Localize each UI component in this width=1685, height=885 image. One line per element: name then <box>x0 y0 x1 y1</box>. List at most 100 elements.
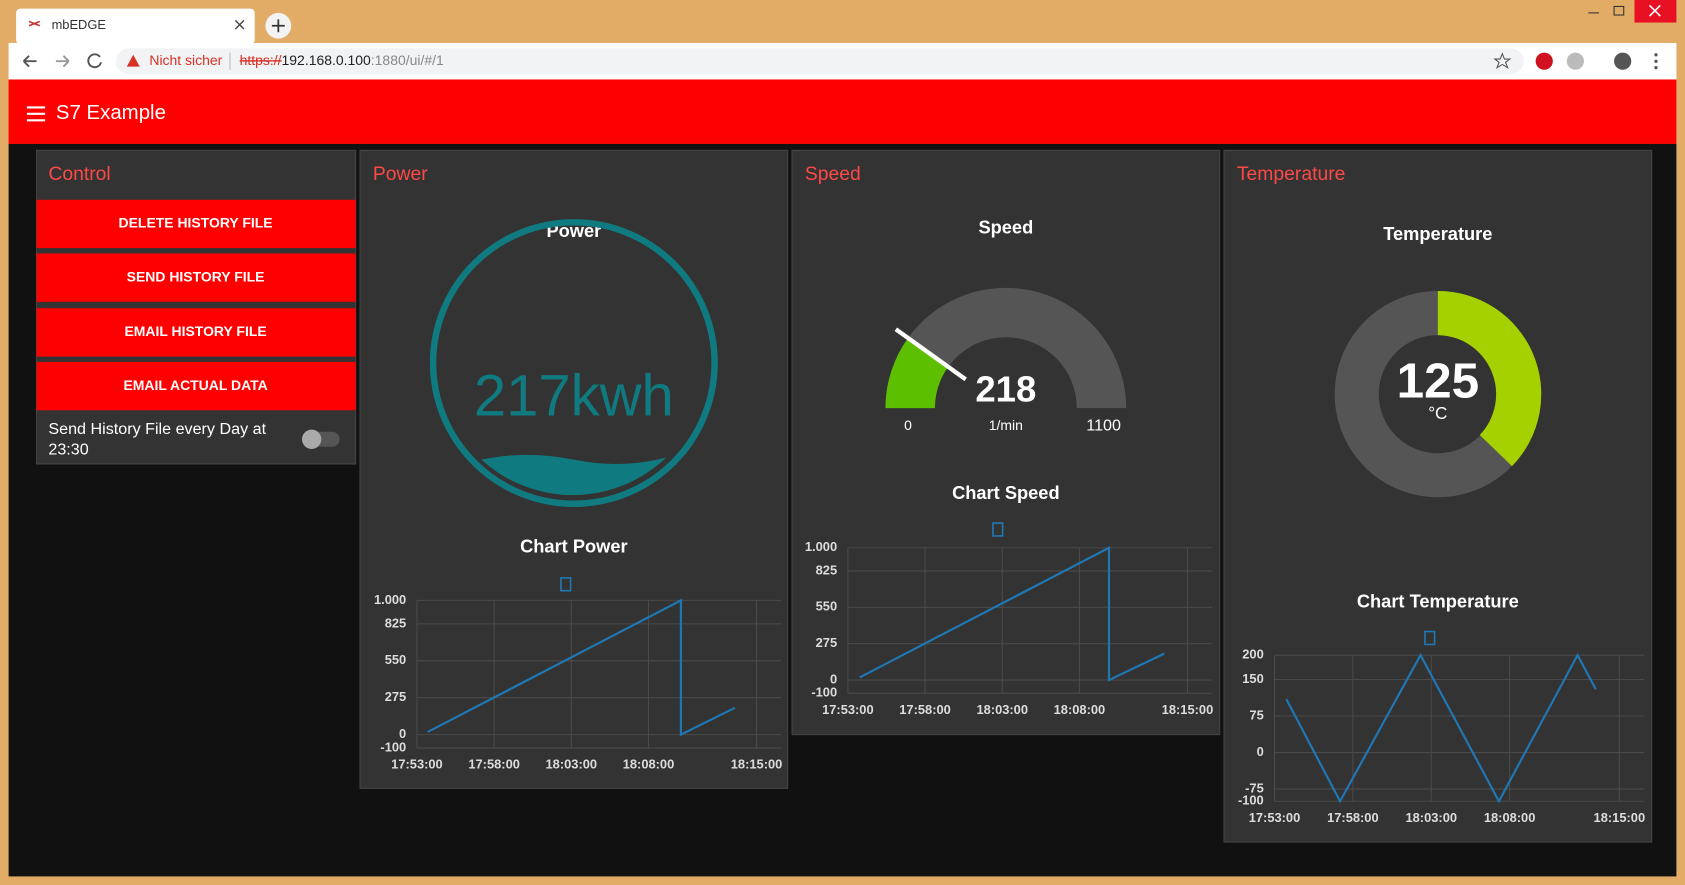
back-button[interactable] <box>22 55 37 68</box>
gauge-track <box>885 287 1127 409</box>
reload-button[interactable] <box>87 53 102 69</box>
legend-swatch[interactable] <box>1424 630 1436 646</box>
gauge-value: 125 <box>1397 354 1479 409</box>
address-bar[interactable] <box>116 48 1524 75</box>
y-tick-label: 550 <box>385 652 406 667</box>
x-tick-label: 17:53:00 <box>822 702 874 717</box>
x-tick-label: 18:08:00 <box>623 757 675 772</box>
x-tick-label: 18:15:00 <box>731 757 783 772</box>
hamburger-menu[interactable] <box>26 106 46 122</box>
button[interactable] <box>36 199 356 249</box>
x-tick-label: 18:08:00 <box>1054 702 1106 717</box>
extension-icon[interactable] <box>1566 52 1584 70</box>
gauge-min: 0 <box>904 417 912 433</box>
legend-swatch[interactable] <box>992 522 1004 537</box>
gauge-max: 1100 <box>1086 417 1121 435</box>
y-tick-label: 1.000 <box>805 539 837 554</box>
panel-title: Control <box>48 164 110 185</box>
button[interactable] <box>36 361 356 411</box>
unit: kwh <box>571 364 674 429</box>
speed-gauge <box>885 287 1127 409</box>
value: 217 <box>474 364 571 429</box>
security-label: Nicht sicher <box>149 52 222 68</box>
panel <box>35 149 357 465</box>
series-line <box>427 598 736 737</box>
button-label: EMAIL HISTORY FILE <box>124 323 266 339</box>
x-tick-label: 18:08:00 <box>1484 810 1536 825</box>
y-tick-label: 200 <box>1242 647 1263 662</box>
gauge-needle <box>894 327 967 382</box>
y-tick-label: -100 <box>1238 793 1264 808</box>
y-tick-label: -75 <box>1245 780 1264 795</box>
y-tick-label: -100 <box>811 685 837 700</box>
button[interactable] <box>36 308 356 357</box>
close-icon <box>1648 4 1661 17</box>
button-label: DELETE HISTORY FILE <box>119 215 273 231</box>
panel <box>791 149 1221 736</box>
tab-close[interactable] <box>234 19 245 30</box>
url-scheme: https:// <box>240 52 282 68</box>
y-tick-label: 150 <box>1242 671 1263 686</box>
x-tick-label: 18:15:00 <box>1594 810 1646 825</box>
y-tick-label: 275 <box>816 635 837 650</box>
gauge-unit: 1/min <box>989 417 1023 433</box>
panel-title: Temperature <box>1237 164 1346 185</box>
series-line <box>859 545 1165 682</box>
x-tick-label: 18:03:00 <box>1405 810 1457 825</box>
x-tick-label: 17:53:00 <box>391 757 443 772</box>
x-tick-label: 17:53:00 <box>1249 810 1301 825</box>
warning-icon <box>126 54 140 67</box>
y-tick-label: 825 <box>385 615 406 630</box>
donut-arc <box>1437 291 1542 467</box>
gauge-title: Temperature <box>1383 223 1492 244</box>
level-gauge-ring <box>429 219 718 507</box>
chart-title: Chart Speed <box>952 482 1060 503</box>
x-tick-label: 18:03:00 <box>976 702 1028 717</box>
x-tick-label: 18:15:00 <box>1162 702 1214 717</box>
y-tick-label: 825 <box>816 562 837 577</box>
app-title: S7 Example <box>56 102 166 124</box>
gauge-fill <box>885 337 949 409</box>
y-tick-label: -100 <box>380 739 406 754</box>
url: https://192.168.0.100:1880/ui/#/1 <box>240 52 444 68</box>
extension-icon[interactable] <box>1535 52 1553 70</box>
x-tick-label: 18:03:00 <box>546 757 598 772</box>
x-tick-label: 17:58:00 <box>1327 810 1379 825</box>
app-header <box>8 79 1677 144</box>
x-tick-label: 17:58:00 <box>899 702 951 717</box>
new-tab-icon <box>271 19 285 33</box>
chart-title: Chart Power <box>520 536 628 557</box>
series-line <box>1285 652 1597 804</box>
y-tick-label: 0 <box>1257 744 1264 759</box>
url-host: 192.168.0.100 <box>282 52 371 68</box>
button[interactable] <box>36 253 356 302</box>
gauge-value: 218 <box>975 369 1036 410</box>
tab-favicon <box>28 20 41 27</box>
chart-title: Chart Temperature <box>1357 590 1519 611</box>
y-tick-label: 1.000 <box>374 592 406 607</box>
legend-swatch[interactable] <box>560 577 572 592</box>
y-tick-label: 0 <box>399 726 406 741</box>
y-tick-label: 275 <box>385 689 406 704</box>
forward-button[interactable] <box>55 55 70 68</box>
switch-label: Send History File every Day at 23:30 <box>48 419 267 459</box>
y-tick-label: 0 <box>830 671 837 686</box>
maximize-button[interactable] <box>1613 5 1625 16</box>
level-gauge-wave <box>481 454 667 496</box>
button-group: DELETE HISTORY FILE SEND HISTORY FILE EMAI… <box>36 199 356 411</box>
y-tick-label: 75 <box>1249 707 1263 722</box>
y-tick-label: 550 <box>816 599 837 614</box>
x-tick-label: 17:58:00 <box>468 757 520 772</box>
toggle-knob <box>301 429 322 449</box>
gauge-unit: °C <box>1428 403 1447 423</box>
gauge-value: 217kwh <box>474 364 674 429</box>
panel-title: Speed <box>805 164 861 185</box>
tab[interactable] <box>16 8 255 45</box>
gauge-title: Speed <box>978 217 1033 238</box>
bookmark-star[interactable] <box>1493 52 1512 69</box>
panel-title: Power <box>373 164 428 185</box>
profile-icon[interactable] <box>1614 52 1632 70</box>
url-path: :1880/ui/#/1 <box>371 52 444 68</box>
